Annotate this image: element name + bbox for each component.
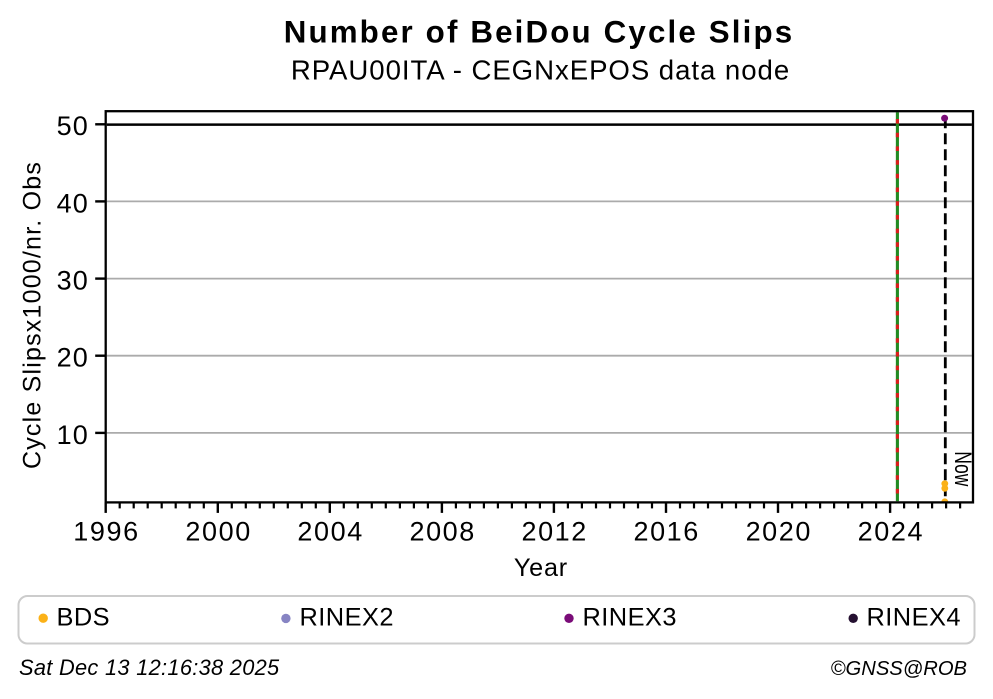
svg-text:30: 30 bbox=[57, 266, 89, 296]
svg-text:RPAU00ITA - CEGNxEPOS data nod: RPAU00ITA - CEGNxEPOS data node bbox=[291, 55, 790, 86]
svg-text:Now: Now bbox=[949, 451, 975, 487]
svg-text:2008: 2008 bbox=[409, 516, 475, 546]
svg-text:Number of BeiDou Cycle Slips: Number of BeiDou Cycle Slips bbox=[284, 14, 795, 49]
svg-text:20: 20 bbox=[57, 343, 89, 373]
svg-text:Cycle Slipsx1000/nr. Obs: Cycle Slipsx1000/nr. Obs bbox=[19, 161, 47, 469]
svg-text:BDS: BDS bbox=[57, 604, 111, 632]
svg-text:Sat Dec 13 12:16:38 2025: Sat Dec 13 12:16:38 2025 bbox=[19, 655, 280, 680]
svg-text:RINEX2: RINEX2 bbox=[300, 604, 394, 632]
svg-text:2024: 2024 bbox=[858, 516, 924, 546]
svg-text:2012: 2012 bbox=[521, 516, 587, 546]
svg-text:RINEX4: RINEX4 bbox=[867, 604, 961, 632]
svg-text:©GNSS@ROB: ©GNSS@ROB bbox=[831, 658, 967, 680]
svg-text:40: 40 bbox=[57, 188, 89, 218]
svg-text:10: 10 bbox=[57, 420, 89, 450]
svg-text:RINEX3: RINEX3 bbox=[583, 604, 677, 632]
svg-text:Year: Year bbox=[514, 554, 568, 582]
svg-text:2000: 2000 bbox=[185, 516, 251, 546]
svg-text:2016: 2016 bbox=[633, 516, 699, 546]
svg-text:1996: 1996 bbox=[73, 516, 139, 546]
svg-text:50: 50 bbox=[57, 111, 89, 141]
svg-text:2004: 2004 bbox=[297, 516, 363, 546]
svg-text:2020: 2020 bbox=[746, 516, 812, 546]
